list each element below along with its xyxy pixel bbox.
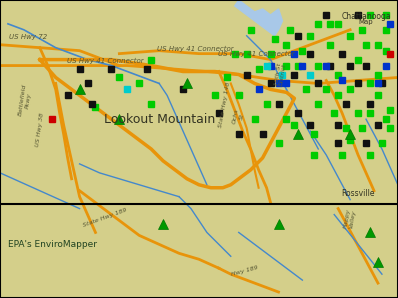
Text: Happy
Valley: Happy Valley [343, 208, 357, 230]
Text: State Hwy 148: State Hwy 148 [219, 81, 231, 128]
Text: EPA's EnviroMapper: EPA's EnviroMapper [8, 240, 97, 249]
Text: Lookout Mountain: Lookout Mountain [103, 113, 215, 126]
Text: State Hwy 189: State Hwy 189 [83, 207, 128, 228]
Text: Battlefield
Pkwy: Battlefield Pkwy [18, 83, 33, 117]
Text: Map: Map [359, 19, 373, 25]
Text: Rossville: Rossville [341, 189, 375, 198]
Text: 10th St
District: 10th St District [273, 62, 287, 87]
Text: Ochs
St: Ochs St [232, 108, 246, 125]
Text: Chattanooga: Chattanooga [341, 12, 391, 21]
Text: US Hwy 41 Connector: US Hwy 41 Connector [219, 51, 295, 57]
Polygon shape [235, 0, 283, 36]
Text: US Hwy 72: US Hwy 72 [9, 34, 47, 40]
Text: US Hwy 41 Connector: US Hwy 41 Connector [157, 46, 233, 52]
Text: Hwy 189: Hwy 189 [231, 265, 259, 277]
Text: US Hwy 38: US Hwy 38 [35, 112, 45, 147]
Text: US Hwy 41 Connector: US Hwy 41 Connector [67, 58, 144, 64]
